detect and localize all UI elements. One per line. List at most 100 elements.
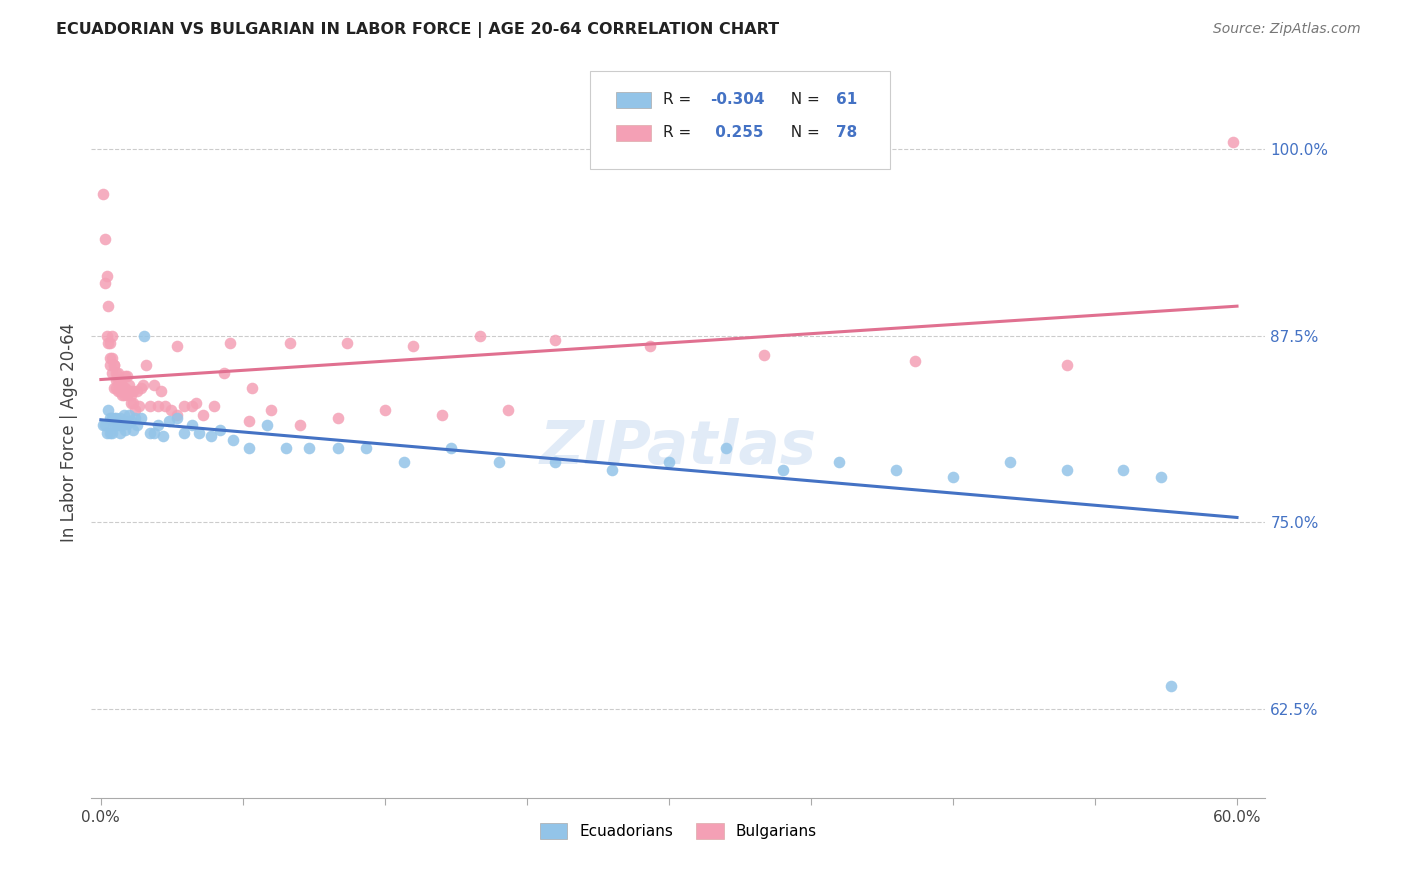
Point — [188, 425, 211, 440]
Point — [488, 455, 510, 469]
Point — [114, 423, 136, 437]
Point — [276, 441, 298, 455]
Point — [112, 414, 135, 428]
Point — [146, 418, 169, 433]
Point — [166, 410, 188, 425]
Point — [155, 399, 177, 413]
Point — [354, 441, 377, 455]
Point — [600, 463, 623, 477]
Point — [658, 455, 681, 469]
Point — [124, 403, 146, 417]
Point — [103, 381, 125, 395]
Point — [107, 373, 129, 387]
Point — [105, 410, 128, 425]
Text: Source: ZipAtlas.com: Source: ZipAtlas.com — [1213, 22, 1361, 37]
Text: -0.304: -0.304 — [710, 92, 765, 107]
Point — [124, 410, 146, 425]
Point — [105, 418, 128, 433]
Point — [107, 418, 129, 433]
Point — [93, 418, 115, 433]
Point — [103, 359, 125, 373]
Point — [142, 425, 165, 440]
Point — [1150, 470, 1173, 484]
Point — [122, 384, 145, 398]
Legend: Ecuadorians, Bulgarians: Ecuadorians, Bulgarians — [534, 817, 823, 846]
Point — [638, 339, 661, 353]
FancyBboxPatch shape — [616, 125, 651, 141]
Point — [238, 441, 260, 455]
Text: 78: 78 — [835, 125, 858, 140]
Point — [128, 399, 150, 413]
Point — [392, 455, 415, 469]
Point — [139, 425, 162, 440]
Point — [111, 388, 134, 402]
Point — [374, 403, 396, 417]
Point — [96, 268, 118, 283]
Point — [336, 336, 359, 351]
Point — [112, 388, 135, 402]
Point — [103, 410, 125, 425]
Point — [166, 408, 188, 422]
Text: R =: R = — [664, 92, 696, 107]
Point — [131, 377, 153, 392]
Point — [120, 396, 142, 410]
Point — [288, 418, 311, 433]
Point — [160, 403, 183, 417]
Point — [98, 425, 121, 440]
Point — [101, 410, 124, 425]
Point — [1056, 463, 1078, 477]
Point — [98, 410, 121, 425]
Point — [98, 359, 121, 373]
Point — [240, 381, 263, 395]
Point — [904, 354, 927, 368]
Point — [93, 231, 115, 245]
Point — [828, 455, 851, 469]
Text: ZIPatlas: ZIPatlas — [540, 417, 817, 476]
Point — [326, 410, 349, 425]
Point — [260, 403, 283, 417]
Point — [101, 351, 124, 365]
Point — [173, 399, 195, 413]
Text: N =: N = — [780, 125, 824, 140]
Point — [118, 377, 141, 392]
Point — [97, 336, 120, 351]
Point — [1222, 135, 1244, 149]
Point — [108, 381, 131, 395]
Point — [998, 455, 1021, 469]
Point — [117, 388, 139, 402]
Point — [108, 384, 131, 398]
Point — [117, 368, 139, 383]
Point — [146, 399, 169, 413]
Point — [200, 428, 222, 442]
Point — [157, 414, 180, 428]
Point — [98, 351, 121, 365]
Point — [97, 403, 120, 417]
Point — [129, 410, 152, 425]
Point — [118, 408, 141, 422]
FancyBboxPatch shape — [591, 70, 890, 169]
Point — [150, 384, 173, 398]
Point — [180, 399, 202, 413]
Point — [97, 299, 120, 313]
Point — [184, 396, 207, 410]
Point — [103, 359, 125, 373]
Point — [714, 441, 737, 455]
Point — [125, 418, 148, 433]
Point — [209, 423, 232, 437]
Point — [125, 384, 148, 398]
Point — [278, 336, 301, 351]
Point — [496, 403, 519, 417]
Point — [430, 408, 453, 422]
Point — [942, 470, 965, 484]
Point — [111, 377, 134, 392]
Point — [108, 373, 131, 387]
Point — [191, 408, 214, 422]
Point — [129, 381, 152, 395]
Point — [107, 384, 129, 398]
Point — [112, 408, 135, 422]
Point — [96, 425, 118, 440]
Point — [103, 418, 125, 433]
Text: N =: N = — [780, 92, 824, 107]
Point — [98, 336, 121, 351]
Point — [101, 425, 124, 440]
